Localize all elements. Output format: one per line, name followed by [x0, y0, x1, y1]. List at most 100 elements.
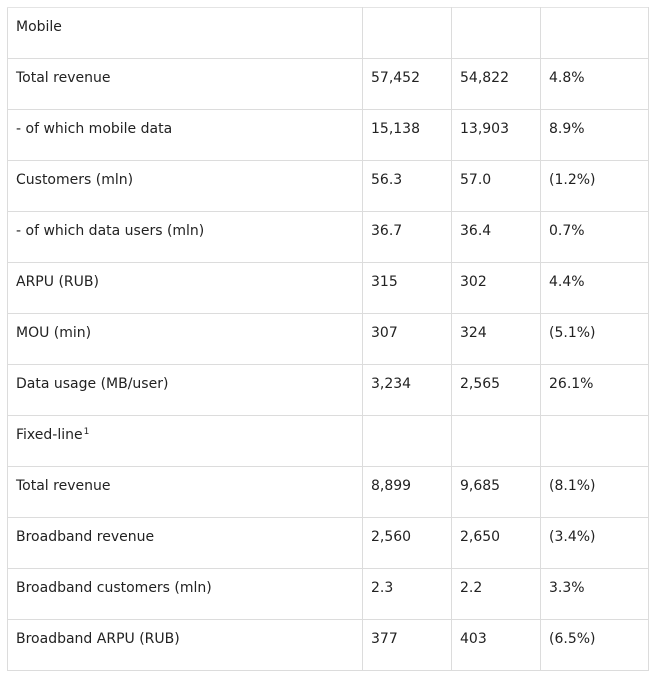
value-cell-col2: 36.4 — [451, 211, 541, 263]
row-label: Broadband ARPU (RUB) — [16, 631, 180, 647]
table-row: Total revenue 57,452 54,822 4.8% — [7, 58, 649, 110]
table-row: - of which mobile data 15,138 13,903 8.9… — [7, 109, 649, 161]
value-cell-col3: 4.4% — [540, 262, 649, 314]
value-col1: 3,234 — [371, 376, 412, 392]
row-label: Broadband revenue — [16, 529, 155, 545]
value-col2 — [460, 8, 532, 19]
value-cell-col1: 8,899 — [362, 466, 452, 518]
value-cell-col1: 36.7 — [362, 211, 452, 263]
row-label-cell: Broadband customers (mln) — [7, 568, 363, 620]
value-cell-col1: 3,234 — [362, 364, 452, 416]
row-label: Mobile — [16, 19, 62, 35]
row-label: - of which mobile data — [16, 121, 173, 137]
value-col1: 2.3 — [371, 580, 394, 596]
value-cell-col3: 26.1% — [540, 364, 649, 416]
value-col1: 2,560 — [371, 529, 412, 545]
value-cell-col1: 307 — [362, 313, 452, 365]
value-col3 — [549, 8, 640, 19]
value-cell-col1: 377 — [362, 619, 452, 671]
value-cell-col3: 0.7% — [540, 211, 649, 263]
row-label: - of which data users (mln) — [16, 223, 205, 239]
row-label-cell: Broadband ARPU (RUB) — [7, 619, 363, 671]
value-col3: 4.4% — [549, 274, 585, 290]
value-cell-col1 — [362, 7, 452, 59]
kpi-table: Mobile Total revenue 57,452 54,822 4.8% … — [7, 7, 649, 671]
value-cell-col1: 57,452 — [362, 58, 452, 110]
value-col2: 57.0 — [460, 172, 492, 188]
value-cell-col3: (1.2%) — [540, 160, 649, 212]
value-col1: 15,138 — [371, 121, 420, 137]
value-col1: 36.7 — [371, 223, 403, 239]
value-cell-col3: 3.3% — [540, 568, 649, 620]
row-label-cell: - of which data users (mln) — [7, 211, 363, 263]
value-col3: (1.2%) — [549, 172, 596, 188]
value-cell-col3: (8.1%) — [540, 466, 649, 518]
value-col2: 9,685 — [460, 478, 501, 494]
value-cell-col2: 2.2 — [451, 568, 541, 620]
value-col2: 2,650 — [460, 529, 501, 545]
table-row: Broadband customers (mln) 2.3 2.2 3.3% — [7, 568, 649, 620]
row-label-cell: - of which mobile data — [7, 109, 363, 161]
value-col3: 3.3% — [549, 580, 585, 596]
value-cell-col3 — [540, 7, 649, 59]
value-col2: 324 — [460, 325, 487, 341]
table-row: - of which data users (mln) 36.7 36.4 0.… — [7, 211, 649, 263]
value-col1: 8,899 — [371, 478, 412, 494]
value-cell-col3 — [540, 415, 649, 467]
value-cell-col2: 57.0 — [451, 160, 541, 212]
table-row: Data usage (MB/user) 3,234 2,565 26.1% — [7, 364, 649, 416]
row-label: Data usage (MB/user) — [16, 376, 169, 392]
value-col2 — [460, 416, 532, 427]
value-col1 — [371, 8, 443, 19]
value-cell-col2: 2,565 — [451, 364, 541, 416]
row-label: Fixed-line — [16, 427, 83, 443]
row-label-cell: Broadband revenue — [7, 517, 363, 569]
value-col2: 54,822 — [460, 70, 509, 86]
row-label: MOU (min) — [16, 325, 92, 341]
value-cell-col1: 315 — [362, 262, 452, 314]
value-cell-col2 — [451, 415, 541, 467]
value-col1 — [371, 416, 443, 427]
footnote-marker: 1 — [83, 427, 90, 437]
value-cell-col1: 2.3 — [362, 568, 452, 620]
value-cell-col2: 9,685 — [451, 466, 541, 518]
value-cell-col1 — [362, 415, 452, 467]
table-row: Total revenue 8,899 9,685 (8.1%) — [7, 466, 649, 518]
row-label-cell: Fixed-line1 — [7, 415, 363, 467]
value-col2: 36.4 — [460, 223, 492, 239]
value-cell-col3: (3.4%) — [540, 517, 649, 569]
table-row: Fixed-line1 — [7, 415, 649, 467]
value-col1: 56.3 — [371, 172, 403, 188]
value-col1: 315 — [371, 274, 398, 290]
table-row: ARPU (RUB) 315 302 4.4% — [7, 262, 649, 314]
row-label-cell: ARPU (RUB) — [7, 262, 363, 314]
row-label-cell: Customers (mln) — [7, 160, 363, 212]
row-label-cell: Mobile — [7, 7, 363, 59]
value-col3 — [549, 416, 640, 427]
value-col2: 2.2 — [460, 580, 483, 596]
row-label: Broadband customers (mln) — [16, 580, 212, 596]
table-row: Customers (mln) 56.3 57.0 (1.2%) — [7, 160, 649, 212]
value-cell-col3: (5.1%) — [540, 313, 649, 365]
row-label: ARPU (RUB) — [16, 274, 99, 290]
row-label-cell: MOU (min) — [7, 313, 363, 365]
row-label: Total revenue — [16, 70, 111, 86]
value-cell-col1: 56.3 — [362, 160, 452, 212]
value-cell-col2: 54,822 — [451, 58, 541, 110]
table-row: MOU (min) 307 324 (5.1%) — [7, 313, 649, 365]
row-label-cell: Total revenue — [7, 58, 363, 110]
value-col3: (8.1%) — [549, 478, 596, 494]
value-cell-col2: 324 — [451, 313, 541, 365]
row-label-cell: Data usage (MB/user) — [7, 364, 363, 416]
value-col1: 57,452 — [371, 70, 420, 86]
value-cell-col3: 8.9% — [540, 109, 649, 161]
value-col2: 13,903 — [460, 121, 509, 137]
row-label: Total revenue — [16, 478, 111, 494]
value-col3: 26.1% — [549, 376, 594, 392]
value-col2: 403 — [460, 631, 487, 647]
value-col3: 4.8% — [549, 70, 585, 86]
value-col1: 377 — [371, 631, 398, 647]
value-col3: 8.9% — [549, 121, 585, 137]
value-col2: 302 — [460, 274, 487, 290]
